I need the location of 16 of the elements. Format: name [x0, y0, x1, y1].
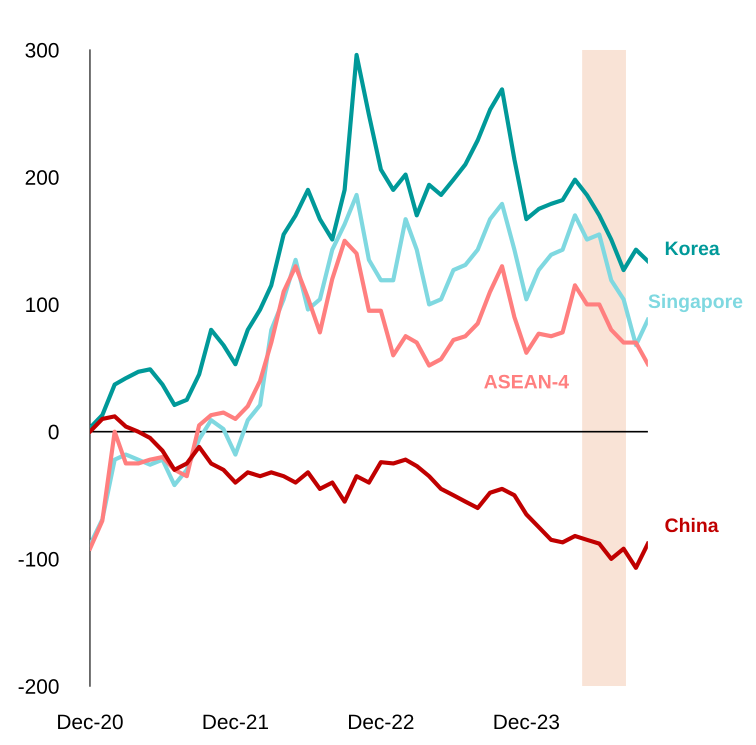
x-tick-label: Dec-21	[204, 714, 268, 730]
x-tick-label: Dec-22	[349, 714, 414, 730]
line-series	[90, 52, 648, 430]
series-label: Korea	[666, 242, 720, 256]
series-label: Singapore	[648, 294, 742, 312]
y-tick-label: 0	[48, 424, 59, 440]
y-tick-label: -200	[18, 679, 59, 694]
y-tick-label: -100	[18, 552, 59, 567]
line-series	[90, 414, 648, 570]
series-label: ASEAN-4	[484, 374, 569, 389]
y-tick-label: 300	[25, 42, 59, 58]
x-tick-label: Dec-23	[494, 714, 560, 730]
y-tick-label: 200	[26, 170, 59, 185]
series-label: China	[665, 518, 719, 532]
y-tick-label: 100	[26, 297, 59, 312]
x-tick-label: Dec-20	[58, 714, 123, 730]
